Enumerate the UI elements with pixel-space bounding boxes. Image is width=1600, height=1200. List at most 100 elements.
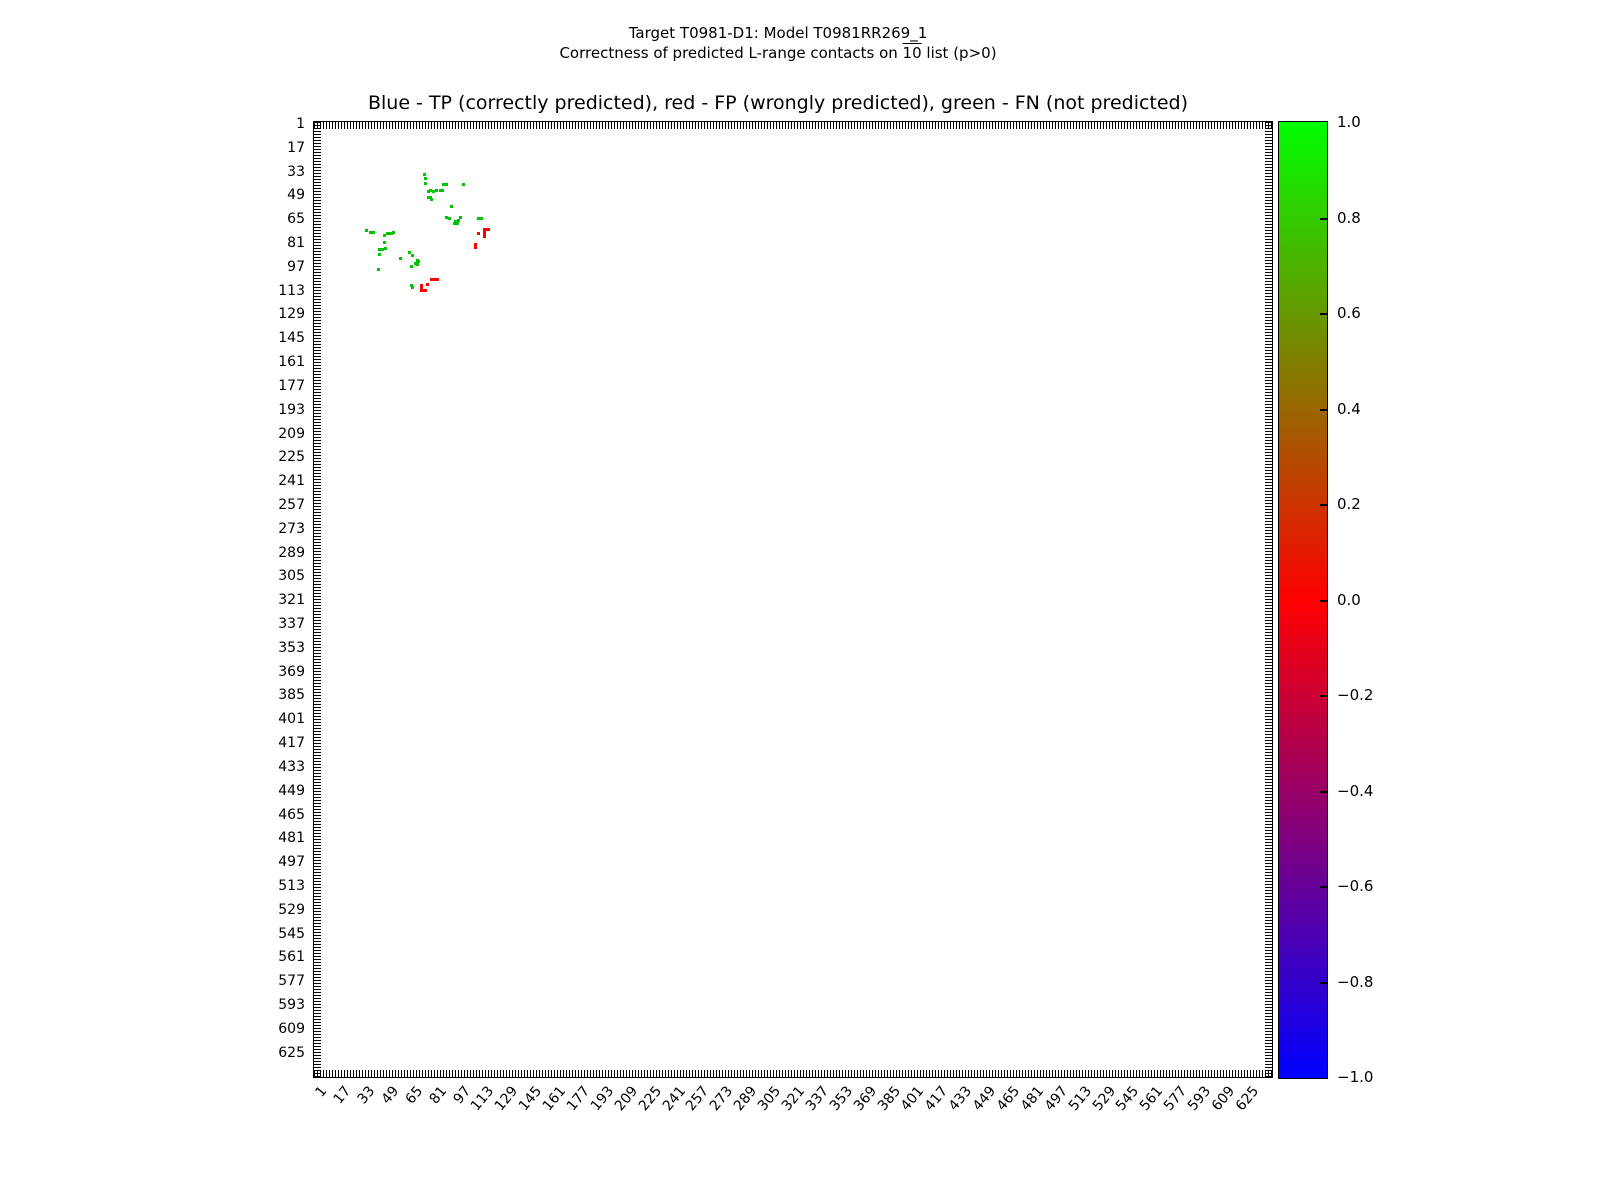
data-point <box>409 264 413 268</box>
colorbar-tick-label: −1.0 <box>1337 1068 1374 1086</box>
x-tick-label: 33 <box>354 1083 379 1108</box>
data-point <box>384 247 388 250</box>
data-point <box>461 183 465 186</box>
y-tick-label: 49 <box>287 187 305 204</box>
y-tick-label: 433 <box>278 758 305 775</box>
data-point <box>378 252 382 256</box>
data-point <box>442 183 446 186</box>
contact-map-plot <box>313 121 1273 1078</box>
x-tick-label: 289 <box>731 1083 761 1115</box>
data-point <box>476 217 480 221</box>
y-tick-label: 577 <box>278 973 305 990</box>
colorbar-tick <box>1320 408 1327 411</box>
data-point <box>415 263 419 267</box>
x-tick-label: 209 <box>611 1083 642 1115</box>
x-tick-label: 497 <box>1041 1083 1072 1115</box>
x-tick-label: 305 <box>754 1083 785 1115</box>
y-tick-label: 241 <box>278 473 305 490</box>
colorbar-tick <box>1320 695 1327 697</box>
x-tick-label: 465 <box>993 1083 1024 1115</box>
data-point <box>436 278 440 282</box>
data-point <box>390 232 394 236</box>
data-point <box>422 172 426 176</box>
data-point <box>431 190 435 194</box>
y-tick-label: 465 <box>278 806 305 823</box>
x-tick-label: 225 <box>635 1083 665 1115</box>
y-tick-label: 257 <box>278 496 305 513</box>
colorbar-tick-label: 0.0 <box>1337 590 1361 609</box>
data-point <box>385 232 389 236</box>
x-tick-label: 545 <box>1113 1083 1143 1115</box>
colorbar-tick-label: −0.6 <box>1337 877 1374 895</box>
figure-title-line2-overline: 10 <box>902 44 922 62</box>
y-tick-label: 273 <box>278 520 305 537</box>
data-point <box>424 177 428 181</box>
x-tick-label: 17 <box>330 1083 355 1108</box>
x-tick-label: 1 <box>312 1083 331 1101</box>
data-point <box>445 183 449 186</box>
data-point <box>457 218 461 222</box>
x-tick-label: 385 <box>874 1083 904 1115</box>
y-tick-label: 337 <box>278 616 305 633</box>
x-tick-label: 561 <box>1137 1083 1167 1115</box>
x-tick-label: 529 <box>1089 1083 1119 1115</box>
y-tick-label: 481 <box>278 830 305 847</box>
axes-title: Blue - TP (correctly predicted), red - F… <box>367 92 1189 114</box>
figure-title-line2-pre: Correctness of predicted L-range contact… <box>559 44 903 62</box>
data-point <box>378 248 382 252</box>
colorbar-tick-label: 1.0 <box>1337 113 1361 131</box>
y-tick-label: 561 <box>278 949 305 966</box>
data-point <box>473 242 477 246</box>
x-tick-label: 49 <box>378 1083 403 1108</box>
minor-tick-band-right <box>1265 122 1272 1077</box>
x-tick-label: 257 <box>683 1083 713 1115</box>
minor-tick-band-left <box>314 122 321 1077</box>
y-tick-label: 625 <box>278 1044 305 1061</box>
colorbar-tick <box>1320 790 1327 793</box>
y-tick-label: 385 <box>278 687 305 704</box>
colorbar-tick-label: 0.6 <box>1337 304 1361 322</box>
data-point <box>376 267 380 271</box>
colorbar-tick <box>1320 217 1327 220</box>
data-point <box>399 257 403 261</box>
x-tick-label: 321 <box>778 1083 809 1115</box>
x-tick-label: 625 <box>1232 1083 1263 1115</box>
y-tick-label: 609 <box>278 1020 305 1037</box>
x-tick-label: 369 <box>850 1083 880 1115</box>
figure-title-line1: Target T0981-D1: Model T0981RR269_1 <box>628 24 928 42</box>
data-point <box>476 232 480 236</box>
x-tick-label: 353 <box>826 1083 857 1115</box>
data-point <box>417 260 420 264</box>
y-tick-label: 81 <box>287 235 305 252</box>
colorbar-tick <box>1320 981 1327 984</box>
data-point <box>364 229 368 233</box>
x-tick-label: 161 <box>539 1083 570 1115</box>
data-point <box>455 221 459 225</box>
data-point <box>424 181 428 185</box>
y-tick-label: 545 <box>278 925 305 942</box>
y-tick-label: 417 <box>278 735 305 752</box>
y-tick-label: 145 <box>278 330 305 347</box>
x-tick-label: 273 <box>707 1083 737 1115</box>
y-tick-label: 161 <box>278 354 305 371</box>
colorbar-tick <box>1320 504 1327 506</box>
data-point <box>391 230 395 234</box>
colorbar-tick <box>1320 886 1327 888</box>
y-tick-label: 97 <box>287 258 305 275</box>
data-point <box>424 288 428 292</box>
y-tick-label: 289 <box>278 544 305 561</box>
colorbar-tick-label: −0.2 <box>1337 686 1374 704</box>
data-point <box>434 188 438 192</box>
minor-tick-band-top <box>314 122 1272 129</box>
y-tick-label: 513 <box>278 877 305 894</box>
data-point <box>431 278 435 282</box>
y-tick-label: 1 <box>296 115 305 132</box>
y-tick-label: 449 <box>278 782 305 799</box>
y-tick-label: 177 <box>278 377 305 394</box>
data-point <box>381 248 385 252</box>
data-point <box>479 217 483 221</box>
x-tick-label: 241 <box>659 1083 689 1115</box>
y-tick-label: 129 <box>278 306 305 323</box>
x-tick-label: 417 <box>922 1083 952 1115</box>
x-tick-label: 401 <box>898 1083 928 1115</box>
